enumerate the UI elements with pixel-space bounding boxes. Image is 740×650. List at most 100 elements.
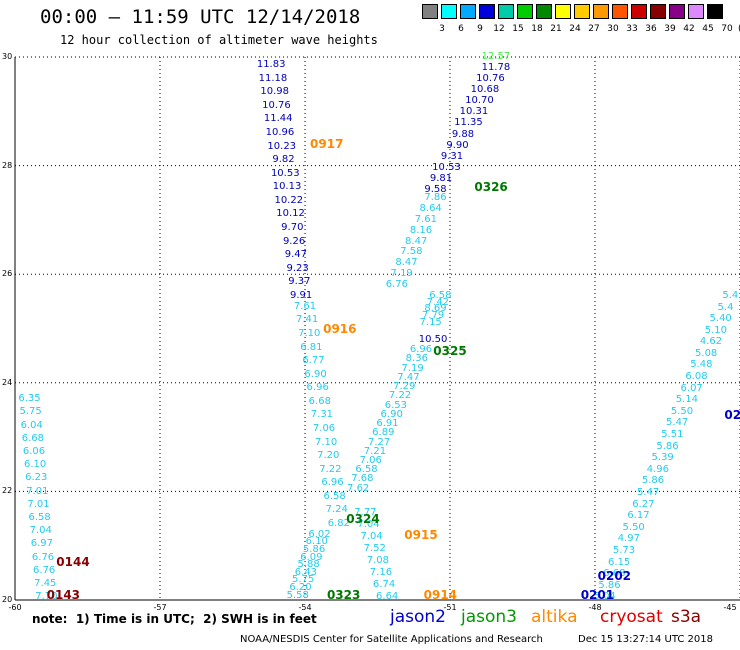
pass-time-label: 0323	[326, 587, 361, 602]
lon-tick-label: -57	[153, 603, 167, 612]
wave-height-value: 6.02	[308, 528, 331, 540]
wave-height-value: 6.96	[409, 344, 433, 356]
wave-height-value: 7.58	[400, 246, 423, 258]
wave-height-value: 10.68	[470, 84, 500, 96]
wave-height-value: 5.40	[709, 313, 732, 325]
wave-height-value: 5.4	[717, 301, 734, 313]
wave-height-value: 5.50	[622, 521, 645, 533]
wave-height-value: 5.73	[612, 544, 636, 556]
map-subtitle: 12 hour collection of altimeter wave hei…	[60, 33, 378, 47]
wave-height-value: 7.61	[293, 300, 317, 312]
wave-height-value: 5.86	[598, 579, 621, 591]
wave-height-value: 4.62	[699, 336, 723, 348]
wave-height-value: 10.31	[459, 106, 489, 118]
lon-tick-label: -60	[8, 603, 22, 612]
legend-swatch	[536, 4, 552, 19]
satellite-name-s3a: s3a	[671, 607, 702, 627]
wave-height-value: 7.47	[397, 371, 420, 383]
wave-height-value: 7.15	[419, 317, 442, 329]
wave-height-value: 10.76	[262, 99, 291, 111]
pass-time-label: 0201	[580, 587, 615, 602]
wave-height-value: 6.35	[18, 393, 41, 405]
wave-height-value: 5.08	[695, 347, 718, 359]
wave-height-value: 7.86	[424, 192, 447, 204]
timestamp: Dec 15 13:27:14 UTC 2018	[578, 634, 713, 645]
wave-height-value: 9.31	[440, 150, 464, 162]
wave-height-value: 6.96	[321, 477, 344, 489]
wave-height-value: 7.45	[34, 578, 57, 590]
legend-swatch	[612, 4, 628, 19]
wave-height-value: 6.07	[680, 382, 703, 394]
wave-height-value: 5.88	[297, 559, 320, 571]
wave-height-value: 5.50	[670, 405, 694, 417]
legend-label: 24	[569, 24, 581, 34]
lat-tick-label: 28	[2, 160, 13, 170]
wave-height-value: 10.70	[465, 95, 494, 107]
wave-height-value: 7.08	[366, 555, 389, 567]
wave-height-value: 9.91	[289, 289, 313, 301]
wave-height-value: 8.36	[405, 353, 428, 365]
wave-height-value: 7.79	[421, 310, 445, 322]
wave-height-value: 4.96	[646, 463, 669, 475]
wave-height-value: 6.96	[306, 382, 329, 394]
satellite-name-jason2: jason2	[390, 607, 446, 627]
wave-height-value: 7.19	[390, 268, 413, 280]
wave-height-value: 6.09	[300, 551, 323, 563]
wave-height-value: 7.77	[354, 507, 377, 519]
wave-height-value: 6.23	[25, 472, 48, 484]
legend-swatch	[688, 4, 704, 19]
wave-height-value: 8.47	[405, 235, 428, 247]
wave-height-value: 7.04	[357, 519, 380, 531]
wave-height-value: 7.01	[27, 498, 50, 510]
wave-height-value: 6.10	[305, 536, 328, 548]
wave-height-value: 12.57	[481, 51, 511, 62]
satellite-name-cryosat: cryosat	[600, 607, 663, 627]
pass-time-label: 0916	[323, 321, 357, 336]
wave-height-value: 11.78	[481, 61, 511, 73]
wave-height-value: 7.19	[401, 362, 424, 374]
lat-tick-label: 20	[2, 595, 13, 604]
wave-height-value: 6.58	[355, 464, 378, 476]
wave-height-value: 9.47	[284, 249, 307, 261]
wave-height-value: 6.74	[372, 579, 396, 591]
wave-height-value: 6.89	[372, 427, 395, 439]
credit-line: NOAA/NESDIS Center for Satellite Applica…	[240, 634, 543, 645]
legend-label: 30	[607, 24, 619, 34]
lat-tick-label: 24	[2, 377, 13, 387]
pass-time-label: 0325	[433, 344, 467, 359]
wave-height-value: 5.47	[666, 417, 689, 429]
wave-height-value: 8.47	[395, 257, 418, 269]
wave-height-value: 9.88	[451, 128, 475, 140]
wave-height-value: 11.83	[256, 59, 286, 71]
legend-label: 18	[531, 24, 543, 34]
wave-height-value: 6.90	[304, 368, 327, 380]
wave-height-value: 10.22	[274, 194, 304, 206]
wave-height-value: 7.42	[426, 296, 450, 308]
legend-label: 36	[645, 24, 657, 34]
wave-height-value: 7.29	[393, 381, 416, 393]
wave-height-value: 10.53	[432, 161, 461, 173]
wave-height-value: 7.68	[351, 473, 374, 485]
wave-height-value: 7.04	[29, 525, 52, 537]
wave-height-value: 6.06	[22, 445, 46, 457]
wave-height-value: 7.04	[360, 531, 383, 543]
pass-time-label: 02	[724, 408, 740, 423]
wave-height-value: 6.17	[627, 510, 650, 522]
wave-height-value: 5.04	[593, 591, 616, 603]
wave-height-value: 7.61	[414, 213, 437, 225]
legend-swatch	[631, 4, 647, 19]
wave-height-value: 5.14	[675, 394, 698, 406]
wave-height-value: 7.01	[26, 485, 49, 497]
legend-swatch	[422, 4, 438, 19]
wave-height-value: 7.62	[347, 482, 370, 494]
wave-height-value: 7.70	[35, 591, 58, 603]
wave-height-value: 6.90	[380, 408, 403, 420]
map-title: 00:00 – 11:59 UTC 12/14/2018	[40, 6, 361, 28]
wave-height-value: 5.10	[704, 324, 727, 336]
lon-tick-label: -45	[723, 603, 737, 612]
wave-height-value: 10.96	[265, 127, 295, 139]
legend-swatch	[593, 4, 609, 19]
wave-height-value: 10.23	[267, 140, 297, 152]
legend-label: 6	[458, 24, 464, 34]
legend-label: 70	[721, 24, 733, 34]
